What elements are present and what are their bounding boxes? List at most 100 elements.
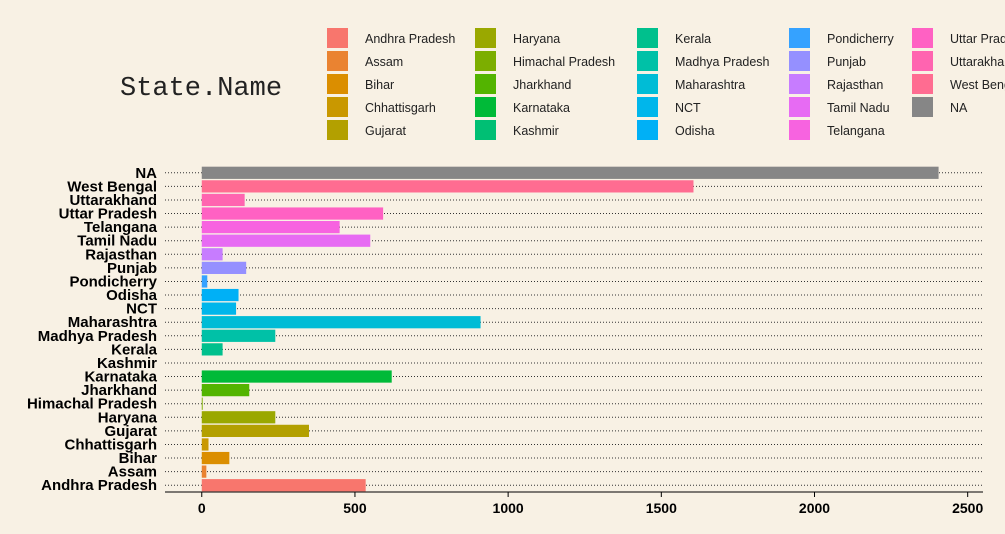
legend-item-uttarakhand: Uttarakhand bbox=[912, 51, 1005, 71]
category-label-madhya-pradesh: Madhya Pradesh bbox=[38, 328, 157, 345]
bar-himachal-pradesh bbox=[201, 397, 203, 410]
legend-label: Gujarat bbox=[365, 124, 407, 138]
legend-item-chhattisgarh: Chhattisgarh bbox=[327, 97, 436, 117]
bar-odisha bbox=[201, 288, 239, 302]
legend-item-kerala: Kerala bbox=[637, 28, 711, 48]
legend-swatch bbox=[789, 74, 810, 94]
legend-label: NA bbox=[950, 101, 968, 115]
category-label-punjab: Punjab bbox=[107, 260, 157, 277]
legend-item-odisha: Odisha bbox=[637, 120, 715, 140]
bar-andhra-pradesh bbox=[201, 479, 366, 492]
legend-swatch bbox=[637, 120, 658, 140]
bar-nct bbox=[201, 302, 237, 315]
bar-west-bengal bbox=[201, 180, 694, 193]
legend-label: Andhra Pradesh bbox=[365, 32, 455, 46]
category-label-kerala: Kerala bbox=[111, 341, 158, 358]
bar-bihar bbox=[201, 451, 230, 465]
category-label-haryana: Haryana bbox=[98, 409, 158, 426]
bar-pondicherry bbox=[201, 275, 208, 288]
category-label-maharashtra: Maharashtra bbox=[68, 314, 158, 331]
legend-item-bihar: Bihar bbox=[327, 74, 394, 94]
category-labels: Andhra PradeshAssamBiharChhattisgarhGuja… bbox=[27, 165, 158, 494]
legend-swatch bbox=[327, 120, 348, 140]
legend-label: Kashmir bbox=[513, 124, 559, 138]
legend: Andhra Pradesh Assam Bihar Chhattisgarh Guja… bbox=[327, 28, 1005, 140]
legend-label: Kerala bbox=[675, 32, 711, 46]
bar-assam bbox=[201, 465, 207, 478]
legend-item-maharashtra: Maharashtra bbox=[637, 74, 745, 94]
bar-chhattisgarh bbox=[201, 438, 209, 451]
legend-label: NCT bbox=[675, 101, 701, 115]
legend-label: Uttarakhand bbox=[950, 55, 1005, 69]
bars bbox=[201, 166, 939, 492]
bar-karnataka bbox=[201, 370, 392, 383]
category-label-karnataka: Karnataka bbox=[84, 369, 157, 386]
legend-item-assam: Assam bbox=[327, 51, 403, 71]
category-label-rajasthan: Rajasthan bbox=[85, 246, 157, 263]
legend-swatch bbox=[912, 74, 933, 94]
legend-item-west-bengal: West Bengal bbox=[912, 74, 1005, 94]
category-label-himachal-pradesh: Himachal Pradesh bbox=[27, 396, 157, 413]
category-label-uttarakhand: Uttarakhand bbox=[69, 192, 157, 209]
legend-swatch bbox=[637, 74, 658, 94]
legend-item-punjab: Punjab bbox=[789, 51, 866, 71]
gridlines bbox=[165, 172, 983, 486]
legend-label: Bihar bbox=[365, 78, 394, 92]
category-label-assam: Assam bbox=[108, 464, 157, 481]
bar-maharashtra bbox=[201, 316, 481, 329]
bar-uttarakhand bbox=[201, 193, 245, 207]
legend-item-kashmir: Kashmir bbox=[475, 120, 559, 140]
legend-item-gujarat: Gujarat bbox=[327, 120, 407, 140]
legend-item-madhya-pradesh: Madhya Pradesh bbox=[637, 51, 770, 71]
legend-swatch bbox=[475, 120, 496, 140]
legend-swatch bbox=[789, 120, 810, 140]
category-label-nct: NCT bbox=[126, 301, 157, 318]
legend-swatch bbox=[637, 51, 658, 71]
x-axis-ticks: 0 500 1000 1500 2000 2500 bbox=[198, 492, 983, 516]
legend-swatch bbox=[327, 28, 348, 48]
legend-item-rajasthan: Rajasthan bbox=[789, 74, 883, 94]
legend-item-pondicherry: Pondicherry bbox=[789, 28, 894, 48]
category-label-andhra-pradesh: Andhra Pradesh bbox=[41, 477, 157, 494]
x-tick-label: 500 bbox=[343, 500, 367, 516]
bar-na bbox=[201, 166, 939, 179]
legend-label: Karnataka bbox=[513, 101, 570, 115]
legend-item-andhra-pradesh: Andhra Pradesh bbox=[327, 28, 455, 48]
legend-swatch bbox=[475, 51, 496, 71]
legend-label: Rajasthan bbox=[827, 78, 883, 92]
legend-item-himachal-pradesh: Himachal Pradesh bbox=[475, 51, 615, 71]
x-tick-label: 1500 bbox=[646, 500, 677, 516]
bar-punjab bbox=[201, 261, 247, 274]
category-label-odisha: Odisha bbox=[106, 287, 158, 304]
category-label-gujarat: Gujarat bbox=[104, 423, 157, 440]
legend-swatch bbox=[637, 97, 658, 117]
legend-label: Odisha bbox=[675, 124, 715, 138]
legend-item-na: NA bbox=[912, 97, 968, 117]
legend-swatch bbox=[475, 28, 496, 48]
category-label-bihar: Bihar bbox=[119, 450, 158, 467]
legend-swatch bbox=[475, 74, 496, 94]
legend-swatch bbox=[789, 97, 810, 117]
category-label-jharkhand: Jharkhand bbox=[81, 382, 157, 399]
legend-swatch bbox=[789, 51, 810, 71]
category-label-telangana: Telangana bbox=[84, 219, 158, 236]
legend-label: West Bengal bbox=[950, 78, 1005, 92]
legend-swatch bbox=[327, 97, 348, 117]
legend-item-tamil-nadu: Tamil Nadu bbox=[789, 97, 890, 117]
legend-item-uttar-pradesh: Uttar Pradesh bbox=[912, 28, 1005, 48]
legend-item-karnataka: Karnataka bbox=[475, 97, 570, 117]
bar-jharkhand bbox=[201, 384, 250, 397]
bar-haryana bbox=[201, 411, 276, 424]
bar-gujarat bbox=[201, 424, 309, 437]
legend-item-jharkhand: Jharkhand bbox=[475, 74, 571, 94]
legend-label: Madhya Pradesh bbox=[675, 55, 770, 69]
category-label-kashmir: Kashmir bbox=[97, 355, 157, 372]
legend-title: State.Name bbox=[120, 74, 282, 104]
bar-rajasthan bbox=[201, 248, 223, 261]
legend-label: Punjab bbox=[827, 55, 866, 69]
legend-label: Pondicherry bbox=[827, 32, 894, 46]
legend-item-telangana: Telangana bbox=[789, 120, 885, 140]
legend-item-haryana: Haryana bbox=[475, 28, 560, 48]
bar-kerala bbox=[201, 343, 223, 356]
x-tick-label: 2500 bbox=[952, 500, 983, 516]
